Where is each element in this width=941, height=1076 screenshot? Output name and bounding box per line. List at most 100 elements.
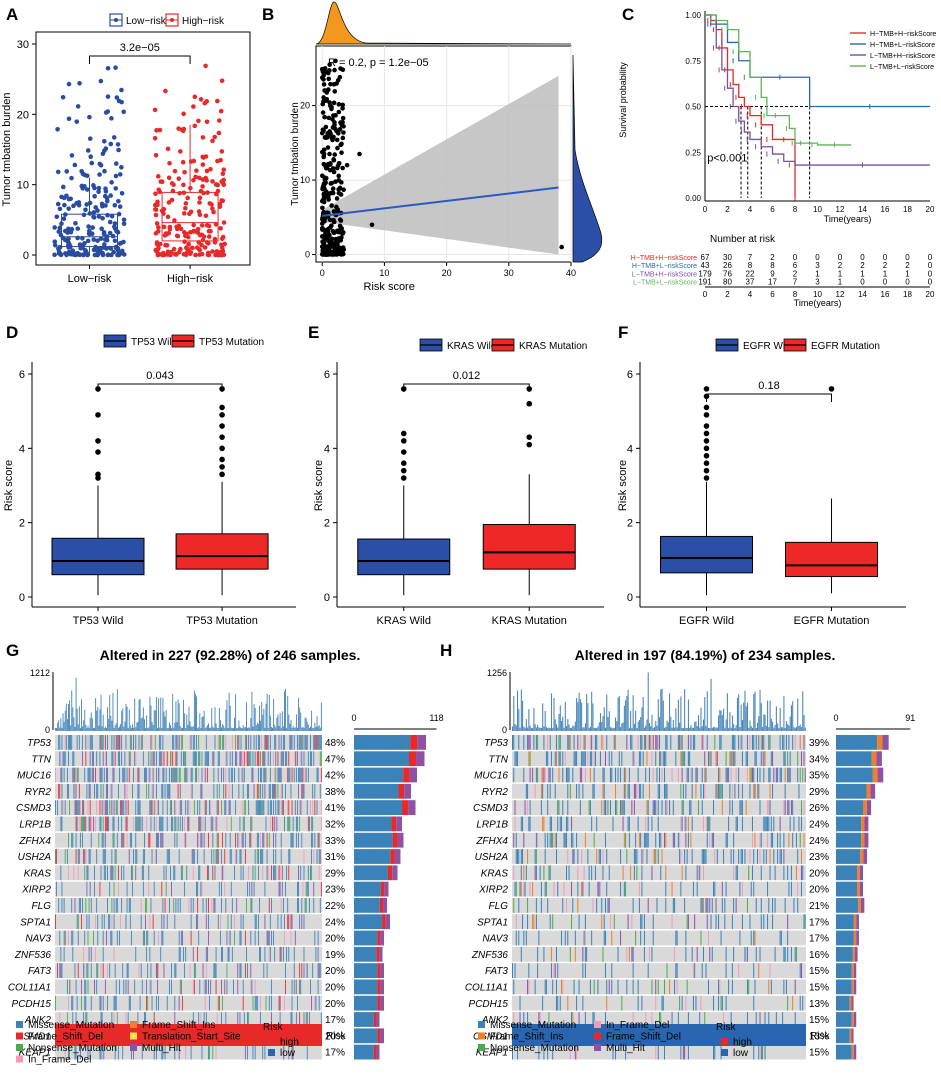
y-tick-label: 2 (19, 518, 25, 530)
data-point (121, 217, 127, 223)
tmb-bar (260, 720, 262, 731)
mutation-cell (281, 800, 283, 815)
tmb-bar (721, 715, 723, 731)
tmb-bar (269, 715, 271, 731)
tmb-bar (68, 704, 69, 731)
mutation-cell (648, 946, 650, 962)
mutation-cell (305, 1012, 307, 1027)
tmb-bar (274, 724, 276, 731)
mutation-cell (589, 767, 591, 783)
mutation-cell (171, 881, 173, 897)
mutation-cell (647, 800, 649, 815)
mutation-cell (757, 849, 759, 864)
mutation-cell (265, 995, 267, 1011)
tmb-bar (617, 697, 619, 731)
mutation-cell (243, 767, 245, 783)
mutation-cell (217, 832, 219, 848)
mutation-cell (266, 832, 268, 848)
mutation-cell (301, 800, 303, 815)
tmb-bar (92, 727, 94, 731)
mutation-cell (690, 735, 692, 750)
mutation-cell (177, 735, 179, 750)
mutation-cell (718, 783, 720, 799)
mutation-cell (292, 832, 294, 848)
tmb-bar (235, 694, 237, 731)
mutation-cell (783, 849, 785, 864)
mutation-cell (286, 751, 288, 767)
mutation-cell (303, 914, 305, 930)
mutation-cell (718, 914, 720, 930)
mutation-cell (554, 751, 556, 767)
mutation-cell (279, 1012, 281, 1027)
tmb-bar (305, 718, 307, 731)
mutation-cell (759, 849, 761, 864)
mutation-cell (706, 832, 708, 848)
mutation-cell (197, 946, 199, 962)
mutation-cell (515, 930, 517, 946)
mutation-cell (713, 1044, 715, 1060)
tmb-bar (132, 724, 133, 731)
data-point (157, 189, 163, 195)
mutation-cell (620, 930, 622, 946)
tmb-bar (98, 725, 100, 731)
mutation-cell (769, 783, 771, 799)
mutation-cell (783, 751, 785, 767)
mutation-cell (655, 832, 657, 848)
gene-label: COL11A1 (8, 983, 51, 994)
mutation-cell (193, 979, 195, 995)
tmb-bar (205, 727, 207, 731)
mutation-cell (251, 898, 253, 913)
mutation-cell (534, 783, 536, 799)
mutation-cell (171, 751, 173, 767)
legend-key (594, 1032, 601, 1040)
risk-legend-label: high (733, 1037, 752, 1048)
mutation-cell (780, 930, 782, 946)
mutation-cell (701, 898, 703, 913)
mutation-cell (290, 832, 292, 848)
mutation-cell (146, 946, 148, 962)
mutation-cell (250, 735, 252, 750)
mutation-cell (226, 963, 228, 978)
mutation-cell (117, 816, 119, 832)
tmb-bar (69, 700, 71, 731)
mutation-cell (537, 767, 539, 783)
mutation-cell (199, 800, 201, 815)
mutation-cell (255, 800, 257, 815)
side-bar-multi (379, 946, 383, 962)
mutation-cell (601, 735, 603, 750)
mutation-cell (120, 735, 121, 750)
mutation-cell (537, 735, 539, 750)
side-bar-missense (836, 832, 862, 848)
mutation-cell (128, 995, 130, 1011)
mutation-cell (320, 816, 322, 832)
mutation-cell (214, 865, 216, 881)
mutation-cell (117, 735, 119, 750)
mutation-cell (116, 832, 118, 848)
mutation-cell (606, 995, 608, 1011)
side-bar-other (860, 849, 864, 864)
mutation-cell (305, 898, 307, 913)
mutation-cell (141, 1044, 143, 1060)
mutation-cell (224, 881, 226, 897)
mutation-cell (300, 735, 302, 750)
mutation-cell (87, 930, 89, 946)
tmb-bar (183, 699, 184, 731)
mutation-cell (314, 735, 316, 750)
mutation-cell (272, 783, 273, 799)
mutation-cell (158, 930, 159, 946)
mutation-cell (787, 930, 789, 946)
tmb-bar (723, 708, 725, 731)
mutation-cell (84, 865, 86, 881)
mutation-cell (762, 751, 764, 767)
data-point (69, 153, 75, 158)
mutation-cell (125, 735, 127, 750)
mutation-cell (519, 881, 521, 897)
mutation-cell (549, 816, 551, 832)
oncoplot-title: Altered in 197 (84.19%) of 234 samples. (575, 647, 836, 663)
gene-row-background (512, 914, 806, 930)
mutation-cell (666, 963, 668, 978)
mutation-cell (623, 783, 625, 799)
data-point (181, 111, 186, 117)
mutation-cell (603, 767, 605, 783)
